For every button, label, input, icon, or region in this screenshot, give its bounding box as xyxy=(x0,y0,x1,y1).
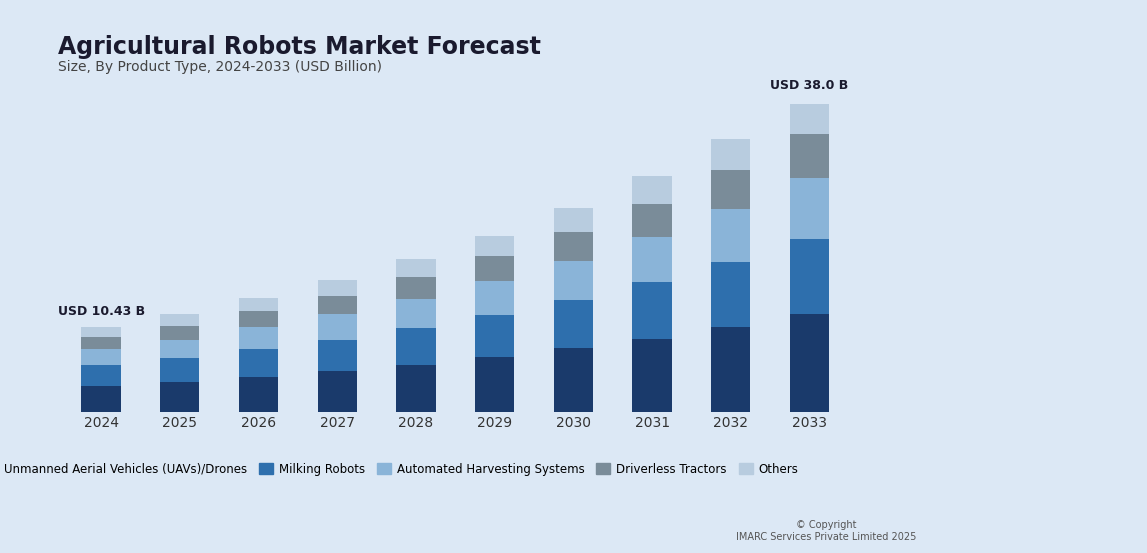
Bar xyxy=(554,348,593,411)
Bar xyxy=(161,315,200,326)
Text: USD 10.43 B: USD 10.43 B xyxy=(57,305,145,317)
Bar xyxy=(475,357,514,411)
Bar xyxy=(81,385,120,411)
Bar xyxy=(81,366,120,385)
Bar xyxy=(239,327,279,349)
Bar xyxy=(475,281,514,315)
Text: USD 38.0 B: USD 38.0 B xyxy=(771,79,849,92)
Bar xyxy=(318,296,357,315)
Bar xyxy=(81,337,120,349)
Bar xyxy=(239,377,279,411)
Bar xyxy=(239,349,279,377)
Bar xyxy=(554,232,593,261)
Text: Size, By Product Type, 2024-2033 (USD Billion): Size, By Product Type, 2024-2033 (USD Bi… xyxy=(57,60,382,74)
Bar xyxy=(396,277,436,299)
Bar xyxy=(396,364,436,411)
Bar xyxy=(239,298,279,311)
Bar xyxy=(396,328,436,364)
Bar xyxy=(790,104,829,134)
Bar xyxy=(239,311,279,327)
Bar xyxy=(318,371,357,411)
Bar xyxy=(711,170,750,209)
Bar xyxy=(632,282,672,338)
Bar xyxy=(554,300,593,348)
Bar xyxy=(81,327,120,337)
Text: © Copyright
IMARC Services Private Limited 2025: © Copyright IMARC Services Private Limit… xyxy=(735,520,916,542)
Bar xyxy=(632,338,672,411)
Bar xyxy=(396,259,436,277)
Bar xyxy=(790,134,829,179)
Bar xyxy=(318,340,357,371)
Bar xyxy=(711,262,750,327)
Legend: Unmanned Aerial Vehicles (UAVs)/Drones, Milking Robots, Automated Harvesting Sys: Unmanned Aerial Vehicles (UAVs)/Drones, … xyxy=(0,458,803,481)
Bar xyxy=(161,382,200,411)
Bar xyxy=(396,299,436,328)
Bar xyxy=(318,315,357,340)
Text: Agricultural Robots Market Forecast: Agricultural Robots Market Forecast xyxy=(57,35,540,59)
Bar xyxy=(711,139,750,170)
Bar xyxy=(711,327,750,411)
Bar xyxy=(711,209,750,262)
Bar xyxy=(554,261,593,300)
Bar xyxy=(161,326,200,340)
Bar xyxy=(790,239,829,315)
Bar xyxy=(790,179,829,239)
Bar xyxy=(475,256,514,281)
Bar xyxy=(81,349,120,366)
Bar xyxy=(475,236,514,256)
Bar xyxy=(475,315,514,357)
Bar xyxy=(632,237,672,282)
Bar xyxy=(161,340,200,358)
Bar xyxy=(790,315,829,411)
Bar xyxy=(318,280,357,296)
Bar xyxy=(161,358,200,382)
Bar xyxy=(632,204,672,237)
Bar xyxy=(632,176,672,204)
Bar xyxy=(554,208,593,232)
